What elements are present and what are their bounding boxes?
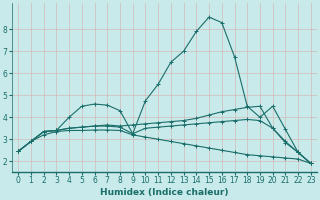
X-axis label: Humidex (Indice chaleur): Humidex (Indice chaleur) <box>100 188 229 197</box>
